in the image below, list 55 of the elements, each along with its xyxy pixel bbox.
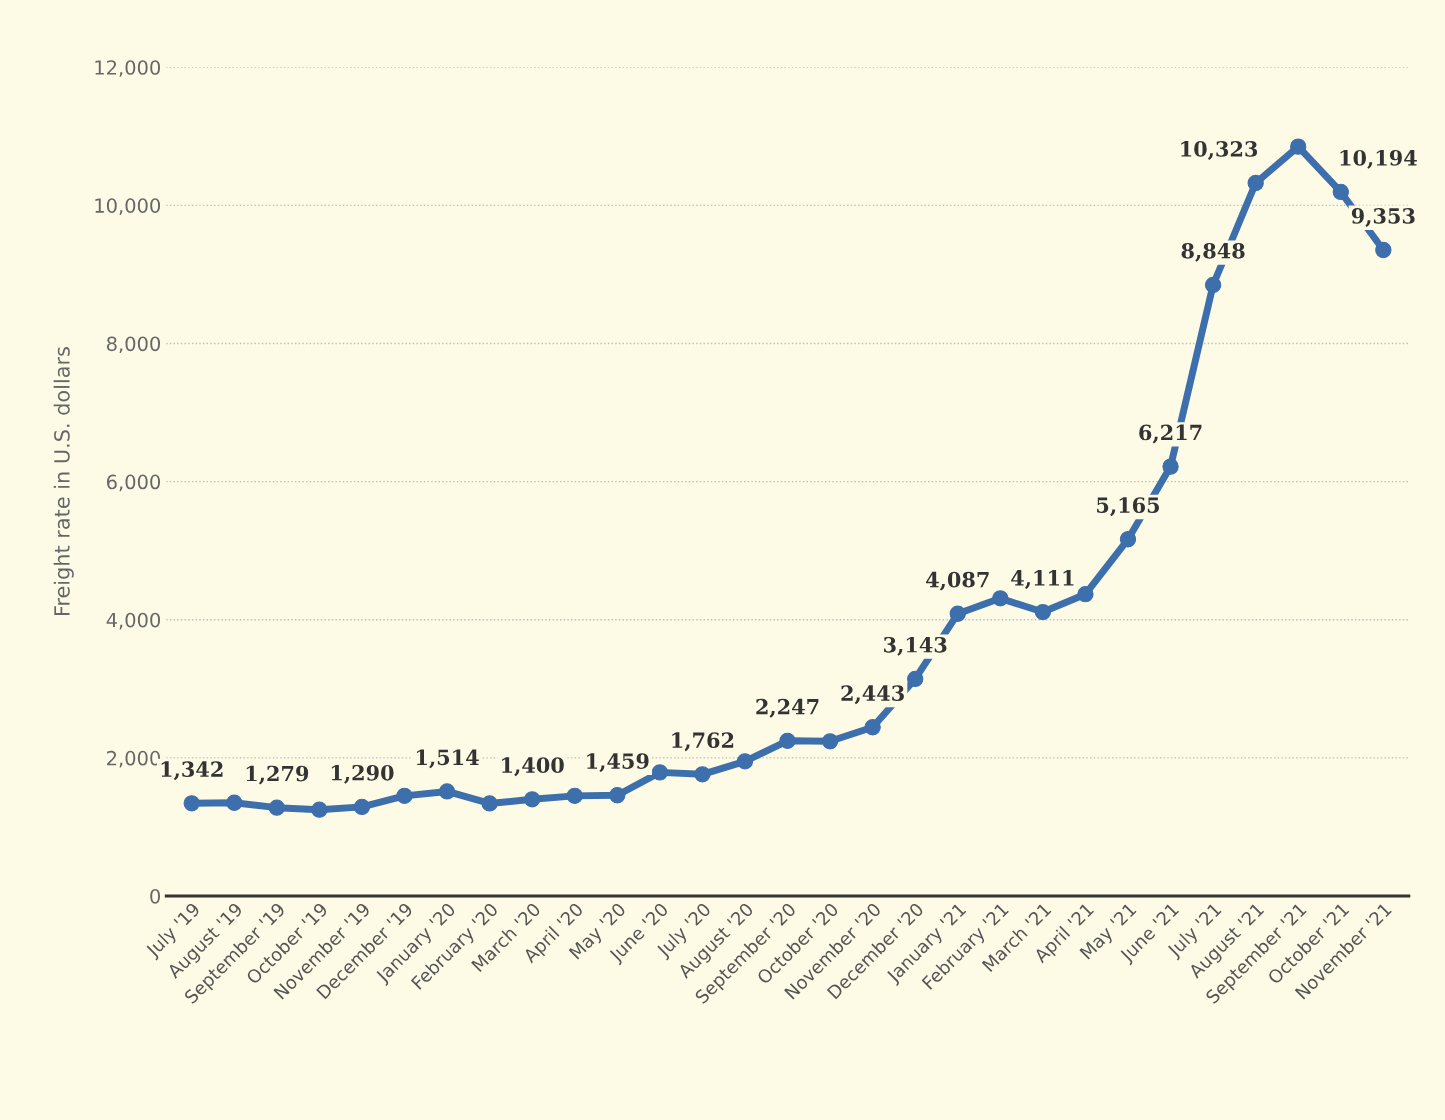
- point: [736, 753, 754, 770]
- data-label: 1,514: [416, 749, 479, 769]
- data-label: 6,217: [1139, 424, 1202, 444]
- point: [226, 794, 243, 811]
- point: [438, 783, 456, 800]
- data-label: 5,165: [1097, 497, 1160, 517]
- point: [1375, 241, 1392, 259]
- data-label: 4,087: [926, 571, 989, 591]
- data-label: 2,443: [841, 685, 904, 705]
- point: [821, 733, 839, 750]
- y-tick-label: 2,000: [107, 750, 161, 768]
- data-label: 1,459: [587, 753, 649, 773]
- point: [992, 590, 1009, 607]
- data-label: 9,353: [1351, 208, 1415, 227]
- point: [907, 670, 924, 688]
- data-label: 4,111: [1011, 570, 1074, 589]
- point: [268, 799, 285, 816]
- point: [311, 801, 328, 818]
- point: [1034, 603, 1052, 621]
- data-label: 10,323: [1181, 141, 1258, 160]
- data-label: 1,279: [246, 765, 309, 785]
- point: [779, 732, 796, 749]
- point: [1204, 276, 1222, 294]
- y-tick-label: 10,000: [95, 198, 161, 215]
- data-label: 1,290: [331, 764, 394, 784]
- y-tick-label: 12,000: [95, 60, 161, 77]
- point: [651, 764, 669, 781]
- point: [1119, 531, 1137, 548]
- y-tick-label: 0: [150, 888, 161, 904]
- point: [949, 605, 966, 622]
- data-label: 8,848: [1181, 242, 1245, 262]
- data-label: 1,342: [161, 761, 223, 781]
- point: [1290, 138, 1307, 155]
- point: [1332, 183, 1349, 201]
- y-tick-label: 4,000: [106, 612, 161, 630]
- point: [609, 787, 626, 804]
- y-tick-label: 6,000: [107, 474, 161, 492]
- data-label: 1,762: [672, 732, 734, 752]
- y-tick-label: 8,000: [106, 336, 161, 354]
- data-label: 1,400: [502, 757, 564, 777]
- point: [481, 795, 498, 812]
- point: [566, 787, 583, 805]
- y-axis-title: Freight rate in U.S. dollars: [53, 347, 74, 616]
- data-label: 2,247: [756, 698, 819, 718]
- data-label: 10,194: [1340, 149, 1417, 169]
- point: [353, 798, 371, 816]
- point: [183, 795, 200, 812]
- point: [694, 766, 711, 783]
- point: [1162, 458, 1179, 475]
- point: [864, 719, 881, 736]
- data-label: 3,143: [884, 636, 947, 656]
- point: [524, 791, 541, 808]
- point: [396, 787, 413, 805]
- point: [1247, 174, 1264, 192]
- point: [1077, 586, 1094, 603]
